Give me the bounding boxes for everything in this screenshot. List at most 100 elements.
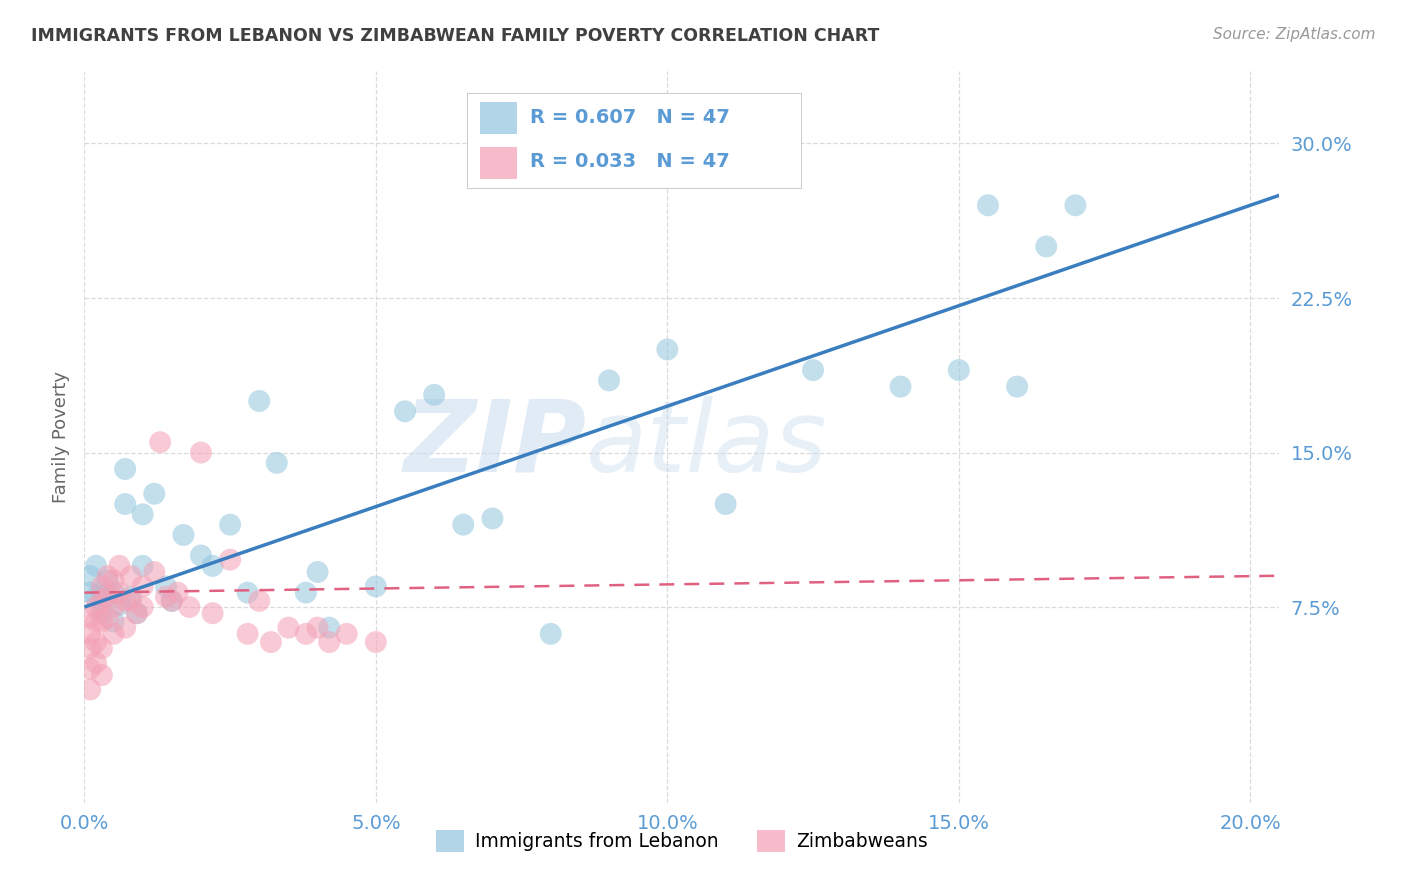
Point xyxy=(423,388,446,402)
Point xyxy=(143,565,166,579)
Point xyxy=(90,606,112,620)
Point xyxy=(598,373,620,387)
Point xyxy=(90,594,112,608)
Point xyxy=(84,558,107,573)
Point xyxy=(266,456,288,470)
Point xyxy=(79,569,101,583)
Point xyxy=(103,627,125,641)
Point xyxy=(84,590,107,604)
Point xyxy=(79,641,101,656)
Point xyxy=(307,621,329,635)
Point xyxy=(201,558,224,573)
Point xyxy=(120,590,142,604)
Point xyxy=(143,487,166,501)
Point xyxy=(84,600,107,615)
Point xyxy=(236,627,259,641)
Point xyxy=(1005,379,1028,393)
Point xyxy=(247,394,270,409)
Text: IMMIGRANTS FROM LEBANON VS ZIMBABWEAN FAMILY POVERTY CORRELATION CHART: IMMIGRANTS FROM LEBANON VS ZIMBABWEAN FA… xyxy=(31,27,879,45)
Point xyxy=(108,598,131,612)
Point xyxy=(131,600,153,615)
Point xyxy=(90,585,112,599)
Point xyxy=(90,641,112,656)
Point xyxy=(190,549,212,563)
Text: Source: ZipAtlas.com: Source: ZipAtlas.com xyxy=(1212,27,1375,42)
Point xyxy=(90,594,112,608)
Point xyxy=(131,579,153,593)
Point xyxy=(103,615,125,629)
Point xyxy=(318,635,340,649)
Point xyxy=(364,635,387,649)
Point xyxy=(260,635,283,649)
Point xyxy=(125,606,148,620)
Point xyxy=(627,136,650,151)
Point xyxy=(108,585,131,599)
Point xyxy=(97,574,120,588)
Point xyxy=(120,594,142,608)
Point xyxy=(103,574,125,588)
Point xyxy=(179,600,201,615)
Point xyxy=(453,517,475,532)
Point xyxy=(84,656,107,670)
Point xyxy=(79,627,101,641)
Point xyxy=(114,594,136,608)
Legend: Immigrants from Lebanon, Zimbabweans: Immigrants from Lebanon, Zimbabweans xyxy=(429,822,935,859)
Point xyxy=(219,552,242,566)
Point xyxy=(364,579,387,593)
Point xyxy=(114,621,136,635)
Point xyxy=(125,606,148,620)
Point xyxy=(236,585,259,599)
Point xyxy=(977,198,1000,212)
Point xyxy=(307,565,329,579)
Point xyxy=(1035,239,1057,253)
Point xyxy=(155,590,177,604)
Point xyxy=(108,558,131,573)
Point xyxy=(201,606,224,620)
Point xyxy=(149,435,172,450)
Point xyxy=(1064,198,1087,212)
Point xyxy=(97,610,120,624)
Point xyxy=(90,579,112,593)
Point xyxy=(166,585,188,599)
Point xyxy=(84,615,107,629)
Point xyxy=(540,627,562,641)
Point xyxy=(295,627,318,641)
Point xyxy=(394,404,416,418)
Point xyxy=(131,558,153,573)
Point xyxy=(120,569,142,583)
Point xyxy=(79,682,101,697)
Y-axis label: Family Poverty: Family Poverty xyxy=(52,371,70,503)
Point xyxy=(84,635,107,649)
Point xyxy=(114,462,136,476)
Point xyxy=(657,343,679,357)
Point xyxy=(219,517,242,532)
Point xyxy=(318,621,340,635)
Point xyxy=(114,497,136,511)
Point xyxy=(97,590,120,604)
Point xyxy=(79,585,101,599)
Point xyxy=(79,662,101,676)
Point xyxy=(295,585,318,599)
Point xyxy=(190,445,212,459)
Point xyxy=(801,363,824,377)
Point xyxy=(889,379,911,393)
Point xyxy=(155,579,177,593)
Point xyxy=(714,497,737,511)
Point xyxy=(481,511,503,525)
Text: atlas: atlas xyxy=(586,396,828,493)
Point xyxy=(90,615,112,629)
Point xyxy=(336,627,359,641)
Point xyxy=(103,585,125,599)
Point xyxy=(79,610,101,624)
Point xyxy=(948,363,970,377)
Text: ZIP: ZIP xyxy=(404,396,586,493)
Point xyxy=(247,594,270,608)
Point xyxy=(160,594,183,608)
Point xyxy=(131,508,153,522)
Point xyxy=(97,569,120,583)
Point xyxy=(160,594,183,608)
Point xyxy=(277,621,299,635)
Point xyxy=(90,668,112,682)
Point xyxy=(172,528,194,542)
Point xyxy=(103,600,125,615)
